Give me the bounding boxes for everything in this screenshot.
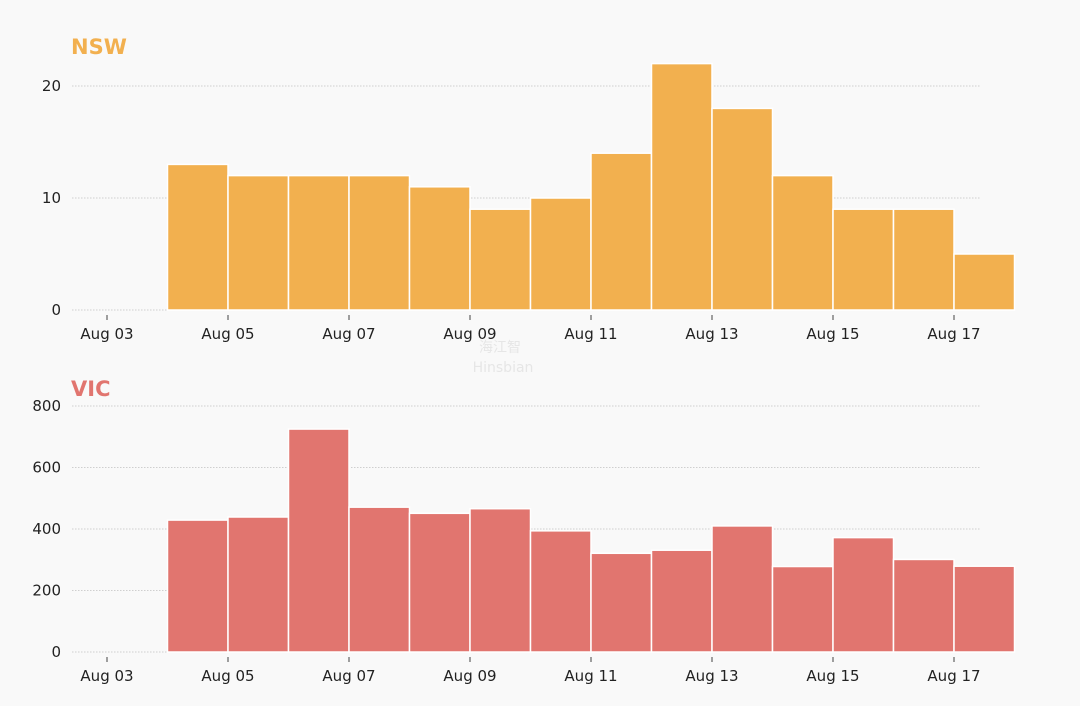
- x-tick-label: Aug 11: [564, 667, 617, 685]
- x-tick-label: Aug 13: [685, 667, 738, 685]
- bar-aug-14: [771, 565, 834, 653]
- bar-aug-17: [953, 565, 1016, 653]
- bar-aug-13: [711, 107, 774, 311]
- x-tick-label: Aug 11: [564, 325, 617, 343]
- chart-title: NSW: [71, 35, 127, 59]
- x-tick-label: Aug 03: [80, 667, 133, 685]
- y-tick-label: 10: [42, 189, 61, 207]
- y-tick-label: 0: [51, 643, 61, 661]
- chart-title: VIC: [71, 377, 110, 401]
- bar-aug-09: [469, 208, 532, 311]
- x-tick-label: Aug 03: [80, 325, 133, 343]
- bar-aug-04: [166, 519, 229, 653]
- bar-aug-07: [348, 174, 411, 311]
- x-tick-label: Aug 05: [201, 667, 254, 685]
- x-tick-label: Aug 07: [322, 325, 375, 343]
- bar-aug-13: [711, 525, 774, 653]
- x-tick-label: Aug 07: [322, 667, 375, 685]
- watermark-line-2: Hinsbian: [473, 360, 534, 376]
- bar-aug-12: [650, 549, 713, 653]
- x-tick-label: Aug 13: [685, 325, 738, 343]
- bar-aug-08: [408, 512, 471, 653]
- bar-aug-08: [408, 186, 471, 311]
- bar-aug-17: [953, 253, 1016, 311]
- y-tick-label: 400: [32, 520, 61, 538]
- bar-aug-07: [348, 506, 411, 653]
- bar-aug-12: [650, 62, 713, 311]
- watermark: 海江智 Hinsbian: [473, 340, 534, 376]
- bar-aug-10: [529, 530, 592, 653]
- watermark-line-1: 海江智: [479, 340, 521, 356]
- bar-aug-09: [469, 507, 532, 653]
- x-tick-label: Aug 05: [201, 325, 254, 343]
- y-tick-label: 600: [32, 459, 61, 477]
- bar-aug-14: [771, 174, 834, 311]
- x-tick-label: Aug 17: [927, 325, 980, 343]
- x-tick-label: Aug 15: [806, 667, 859, 685]
- chart-panel-nsw: NSW 0 10 20 Aug 03 Aug 05 Aug 07 Aug 09 Aug 11 Au…: [42, 35, 1016, 343]
- bar-aug-15: [832, 536, 895, 653]
- bar-aug-06: [287, 428, 350, 653]
- bar-aug-16: [892, 558, 955, 653]
- bar-aug-11: [590, 552, 653, 653]
- y-tick-label: 200: [32, 582, 61, 600]
- y-tick-label: 800: [32, 397, 61, 415]
- bar-aug-05: [227, 516, 290, 653]
- y-tick-label: 20: [42, 77, 61, 95]
- x-tick-label: Aug 15: [806, 325, 859, 343]
- bar-aug-11: [590, 152, 653, 311]
- y-tick-label: 0: [51, 301, 61, 319]
- bar-aug-16: [892, 208, 955, 311]
- bar-aug-05: [227, 174, 290, 311]
- x-tick-label: Aug 17: [927, 667, 980, 685]
- bar-aug-15: [832, 208, 895, 311]
- bar-aug-06: [287, 174, 350, 311]
- x-tick-label: Aug 09: [443, 667, 496, 685]
- bar-aug-04: [166, 163, 229, 311]
- x-tick-label: Aug 09: [443, 325, 496, 343]
- bar-aug-10: [529, 197, 592, 311]
- chart-panel-vic: VIC 0 200 400 600 800 Aug 03 Aug 05 Aug 07 Aug 09…: [32, 377, 1016, 685]
